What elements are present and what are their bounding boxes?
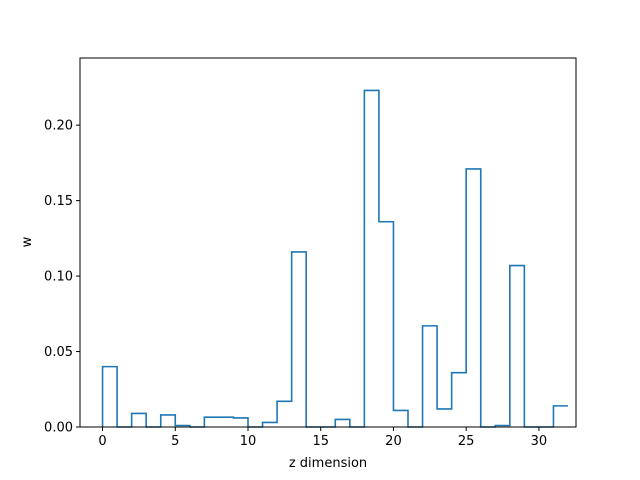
x-tick-label: 5 [171, 434, 179, 449]
histogram-bin [379, 222, 394, 427]
histogram-bin [292, 252, 307, 427]
x-axis-ticks: 0 5 10 15 20 25 30 [98, 427, 547, 449]
histogram-step-line [101, 89, 568, 428]
x-tick-label: 10 [240, 434, 257, 449]
histogram-bin [423, 326, 438, 427]
y-axis-label: w [20, 236, 35, 247]
histogram-bin [233, 418, 248, 427]
x-tick-label: 30 [531, 434, 548, 449]
x-tick-label: 0 [98, 434, 106, 449]
histogram-bin [204, 417, 219, 427]
x-tick-label: 25 [458, 434, 475, 449]
histogram-bin [510, 266, 525, 427]
chart-marks [101, 89, 568, 428]
histogram-bin [553, 406, 568, 427]
histogram-bin [452, 373, 467, 427]
histogram-bin [103, 367, 118, 427]
histogram-bin [219, 417, 234, 427]
histogram-bin [393, 410, 408, 427]
histogram-bin [364, 90, 379, 427]
histogram-bin [132, 413, 147, 427]
y-tick-label: 0.05 [44, 345, 73, 360]
y-tick-label: 0.15 [44, 194, 73, 209]
x-tick-label: 15 [312, 434, 329, 449]
histogram-bin [335, 419, 350, 427]
x-axis-label: z dimension [289, 456, 367, 471]
histogram-bin [277, 401, 292, 427]
histogram-bin [466, 169, 481, 427]
y-tick-label: 0.10 [44, 270, 73, 285]
y-axis-ticks: 0.00 0.05 0.10 0.15 0.20 [44, 119, 80, 436]
histogram-bin [161, 415, 176, 427]
plot-frame [79, 57, 577, 428]
x-tick-label: 20 [385, 434, 402, 449]
y-tick-label: 0.00 [44, 421, 73, 436]
y-tick-label: 0.20 [44, 119, 73, 134]
histogram-bin [263, 422, 278, 427]
histogram-bin [437, 409, 452, 427]
